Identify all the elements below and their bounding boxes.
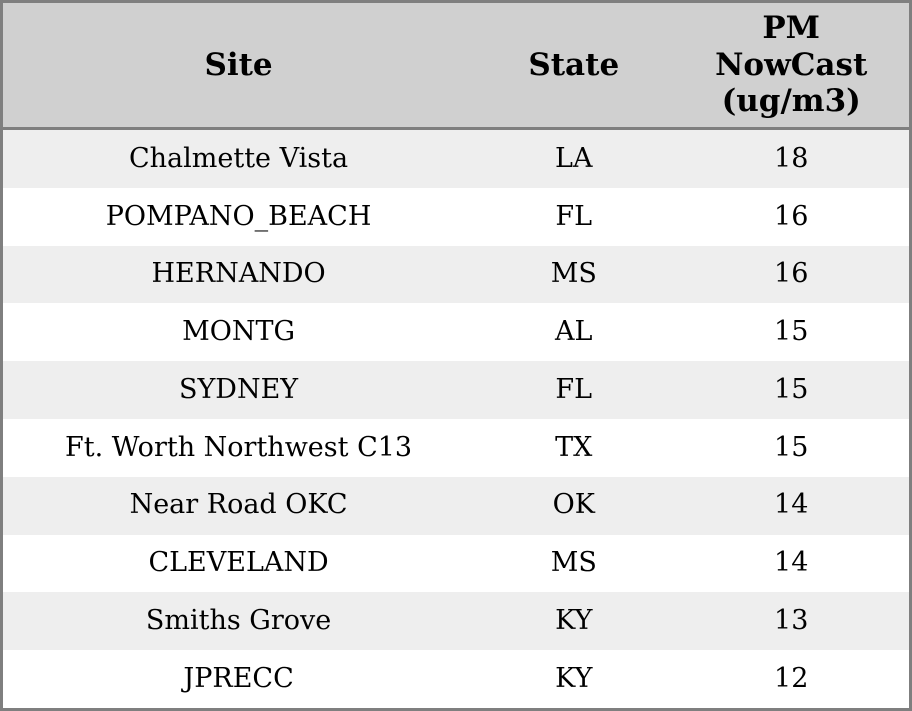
site-cell: Smiths Grove — [145, 605, 332, 637]
site-cell: HERNANDO — [151, 258, 326, 290]
site-cell: JPRECC — [183, 662, 294, 694]
state-cell: MS — [550, 258, 597, 290]
site-cell: Chalmette Vista — [129, 142, 349, 174]
value-cell: 14 — [774, 547, 809, 579]
site-cell: POMPANO_BEACH — [105, 200, 372, 232]
state-cell: FL — [555, 200, 593, 232]
column-header-site: Site — [3, 47, 474, 84]
site-cell: SYDNEY — [178, 373, 299, 405]
table-row: CLEVELAND MS 14 — [3, 534, 909, 593]
state-cell: LA — [555, 142, 593, 174]
table-header-row: Site State PM NowCast (ug/m3) — [3, 3, 909, 130]
value-cell: 12 — [774, 662, 809, 694]
column-header-pm-nowcast: PM NowCast (ug/m3) — [673, 10, 909, 120]
state-cell: AL — [555, 316, 593, 348]
table-row: POMPANO_BEACH FL 16 — [3, 187, 909, 246]
value-cell: 14 — [774, 489, 809, 521]
site-cell: Ft. Worth Northwest C13 — [65, 431, 413, 463]
value-cell: 18 — [774, 142, 809, 174]
value-cell: 15 — [774, 316, 809, 348]
state-cell: MS — [550, 547, 597, 579]
table-body: Chalmette Vista LA 18 POMPANO_BEACH FL 1… — [3, 130, 909, 708]
column-header-site-label: Site — [204, 46, 273, 83]
table-row: MONTG AL 15 — [3, 303, 909, 362]
value-cell: 15 — [774, 431, 809, 463]
state-cell: TX — [555, 431, 593, 463]
table-row: Chalmette Vista LA 18 — [3, 130, 909, 188]
table-row: HERNANDO MS 16 — [3, 245, 909, 304]
value-cell: 13 — [774, 605, 809, 637]
state-cell: FL — [555, 373, 593, 405]
column-header-state-label: State — [528, 46, 620, 83]
value-cell: 16 — [774, 200, 809, 232]
state-cell: KY — [555, 662, 593, 694]
value-cell: 15 — [774, 373, 809, 405]
table-row: SYDNEY FL 15 — [3, 361, 909, 419]
site-cell: CLEVELAND — [148, 547, 329, 579]
site-cell: Near Road OKC — [129, 489, 348, 521]
table-row: Ft. Worth Northwest C13 TX 15 — [3, 418, 909, 477]
value-cell: 16 — [774, 258, 809, 290]
table-row: Near Road OKC OK 14 — [3, 476, 909, 535]
column-header-state: State — [474, 47, 673, 84]
table-row: JPRECC KY 12 — [3, 650, 909, 708]
state-cell: OK — [552, 489, 595, 521]
table-row: Smiths Grove KY 13 — [3, 592, 909, 651]
state-cell: KY — [555, 605, 593, 637]
column-header-pm-nowcast-label: PM NowCast (ug/m3) — [715, 10, 868, 120]
site-cell: MONTG — [182, 316, 296, 348]
